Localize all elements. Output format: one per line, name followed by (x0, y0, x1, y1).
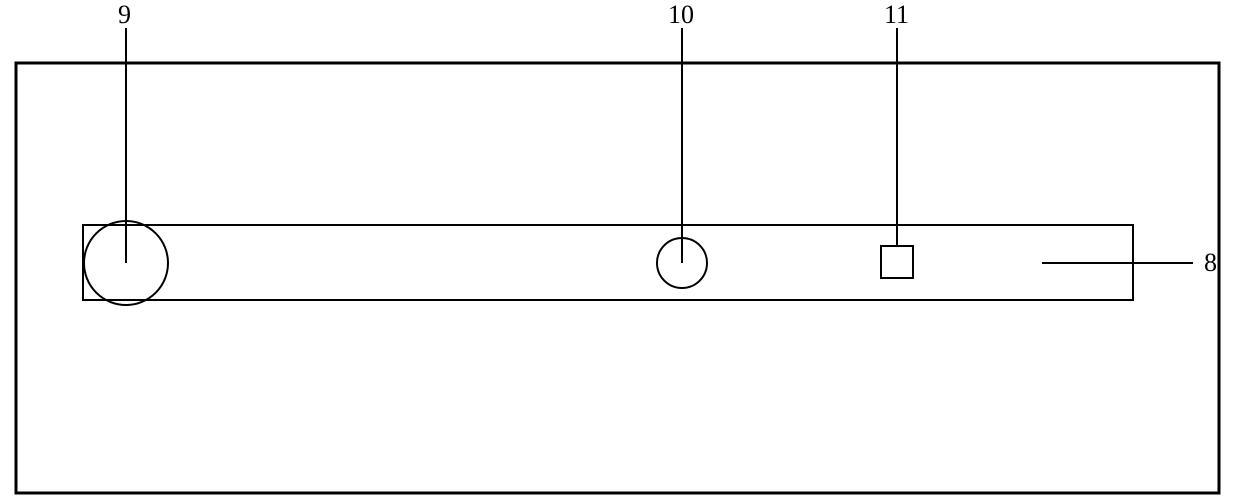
label-11: 11 (884, 0, 909, 30)
label-10: 10 (668, 0, 694, 30)
diagram-svg (0, 0, 1239, 504)
inner-rect (83, 225, 1133, 300)
label-9: 9 (118, 0, 131, 30)
small-square (881, 246, 913, 278)
outer-rect (16, 63, 1219, 493)
diagram-canvas: 9 10 11 8 (0, 0, 1239, 504)
label-8: 8 (1204, 248, 1217, 278)
